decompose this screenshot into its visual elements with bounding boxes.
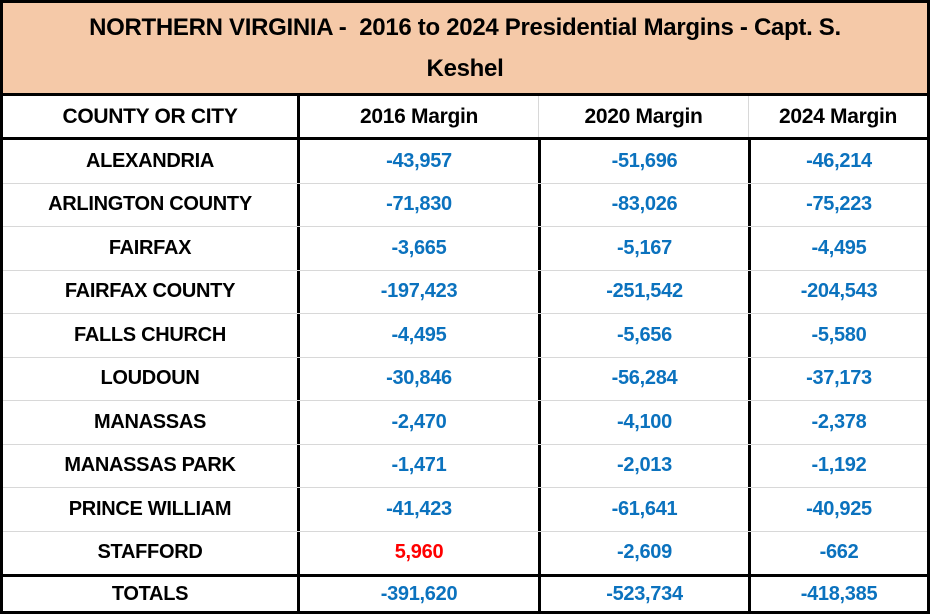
county-cell: FALLS CHURCH — [74, 323, 226, 346]
table-row: STAFFORD 5,960 -2,609 -662 — [3, 531, 927, 574]
margin-cell-2024: -40,925 — [748, 488, 927, 531]
margin-cell-2016: -41,423 — [297, 488, 538, 531]
margin-cell-2016: -4,495 — [297, 314, 538, 357]
margin-cell-2016: -3,665 — [297, 227, 538, 270]
margin-cell-2020: -523,734 — [538, 577, 748, 611]
margin-cell-2016: -30,846 — [297, 357, 538, 400]
margin-cell-2024: -46,214 — [748, 140, 927, 183]
county-cell: ARLINGTON COUNTY — [48, 193, 252, 216]
table-title-line1: NORTHERN VIRGINIA - 2016 to 2024 Preside… — [89, 14, 841, 41]
margin-cell-2016: -391,620 — [297, 577, 538, 611]
county-cell: FAIRFAX COUNTY — [64, 280, 236, 303]
header-county-or-city: COUNTY OR CITY — [62, 104, 238, 128]
margin-cell-2016: -197,423 — [297, 270, 538, 313]
margin-cell-2020: -251,542 — [538, 270, 748, 313]
table-row: ALEXANDRIA -43,957 -51,696 -46,214 — [3, 140, 927, 184]
table-row: FAIRFAX -3,665 -5,167 -4,495 — [3, 227, 927, 271]
table-title-line2: Keshel — [426, 55, 504, 82]
table-row: LOUDOUN -30,846 -56,284 -37,173 — [3, 357, 927, 401]
county-cell: MANASSAS PARK — [64, 454, 236, 477]
table-row: FAIRFAX COUNTY -197,423 -251,542 -204,54… — [3, 270, 927, 314]
margin-cell-2020: -4,100 — [538, 401, 748, 444]
margin-cell-2024: -662 — [748, 531, 927, 574]
margin-cell-2024: -4,495 — [748, 227, 927, 270]
county-cell: PRINCE WILLIAM — [68, 497, 232, 520]
margin-cell-2024: -75,223 — [748, 183, 927, 226]
margin-cell-2020: -51,696 — [538, 140, 748, 183]
data-rows: ALEXANDRIA -43,957 -51,696 -46,214 ARLIN… — [3, 140, 927, 574]
table-row: FALLS CHURCH -4,495 -5,656 -5,580 — [3, 314, 927, 358]
header-2024-margin: 2024 Margin — [748, 96, 927, 137]
margin-cell-2016: -2,470 — [297, 401, 538, 444]
totals-row: TOTALS -391,620 -523,734 -418,385 — [3, 574, 927, 611]
county-cell: ALEXANDRIA — [85, 149, 215, 172]
margin-cell-2016: -1,471 — [297, 444, 538, 487]
header-2016-margin: 2016 Margin — [297, 96, 538, 137]
table-row: MANASSAS PARK -1,471 -2,013 -1,192 — [3, 444, 927, 488]
county-cell: FAIRFAX — [108, 236, 192, 259]
margin-cell-2020: -5,167 — [538, 227, 748, 270]
margin-cell-2020: -2,013 — [538, 444, 748, 487]
margin-cell-2024: -2,378 — [748, 401, 927, 444]
margin-cell-2024: -204,543 — [748, 270, 927, 313]
table-title: NORTHERN VIRGINIA - 2016 to 2024 Preside… — [3, 3, 927, 96]
margin-cell-2016: -71,830 — [297, 183, 538, 226]
table-row: PRINCE WILLIAM -41,423 -61,641 -40,925 — [3, 488, 927, 532]
margin-cell-2024: -418,385 — [748, 577, 927, 611]
margin-cell-2024: -37,173 — [748, 357, 927, 400]
margin-cell-2020: -56,284 — [538, 357, 748, 400]
margin-cell-2016: 5,960 — [297, 531, 538, 574]
margin-cell-2024: -5,580 — [748, 314, 927, 357]
county-cell: MANASSAS — [93, 410, 207, 433]
margin-cell-2020: -5,656 — [538, 314, 748, 357]
county-cell: LOUDOUN — [100, 367, 200, 390]
margin-cell-2016: -43,957 — [297, 140, 538, 183]
header-row: COUNTY OR CITY 2016 Margin 2020 Margin 2… — [3, 96, 927, 140]
county-cell: TOTALS — [111, 582, 189, 605]
margin-cell-2020: -2,609 — [538, 531, 748, 574]
county-cell: STAFFORD — [97, 541, 203, 564]
margin-cell-2020: -61,641 — [538, 488, 748, 531]
table-row: ARLINGTON COUNTY -71,830 -83,026 -75,223 — [3, 183, 927, 227]
margin-cell-2020: -83,026 — [538, 183, 748, 226]
header-2020-margin: 2020 Margin — [538, 96, 748, 137]
margin-cell-2024: -1,192 — [748, 444, 927, 487]
table-row: MANASSAS -2,470 -4,100 -2,378 — [3, 401, 927, 445]
